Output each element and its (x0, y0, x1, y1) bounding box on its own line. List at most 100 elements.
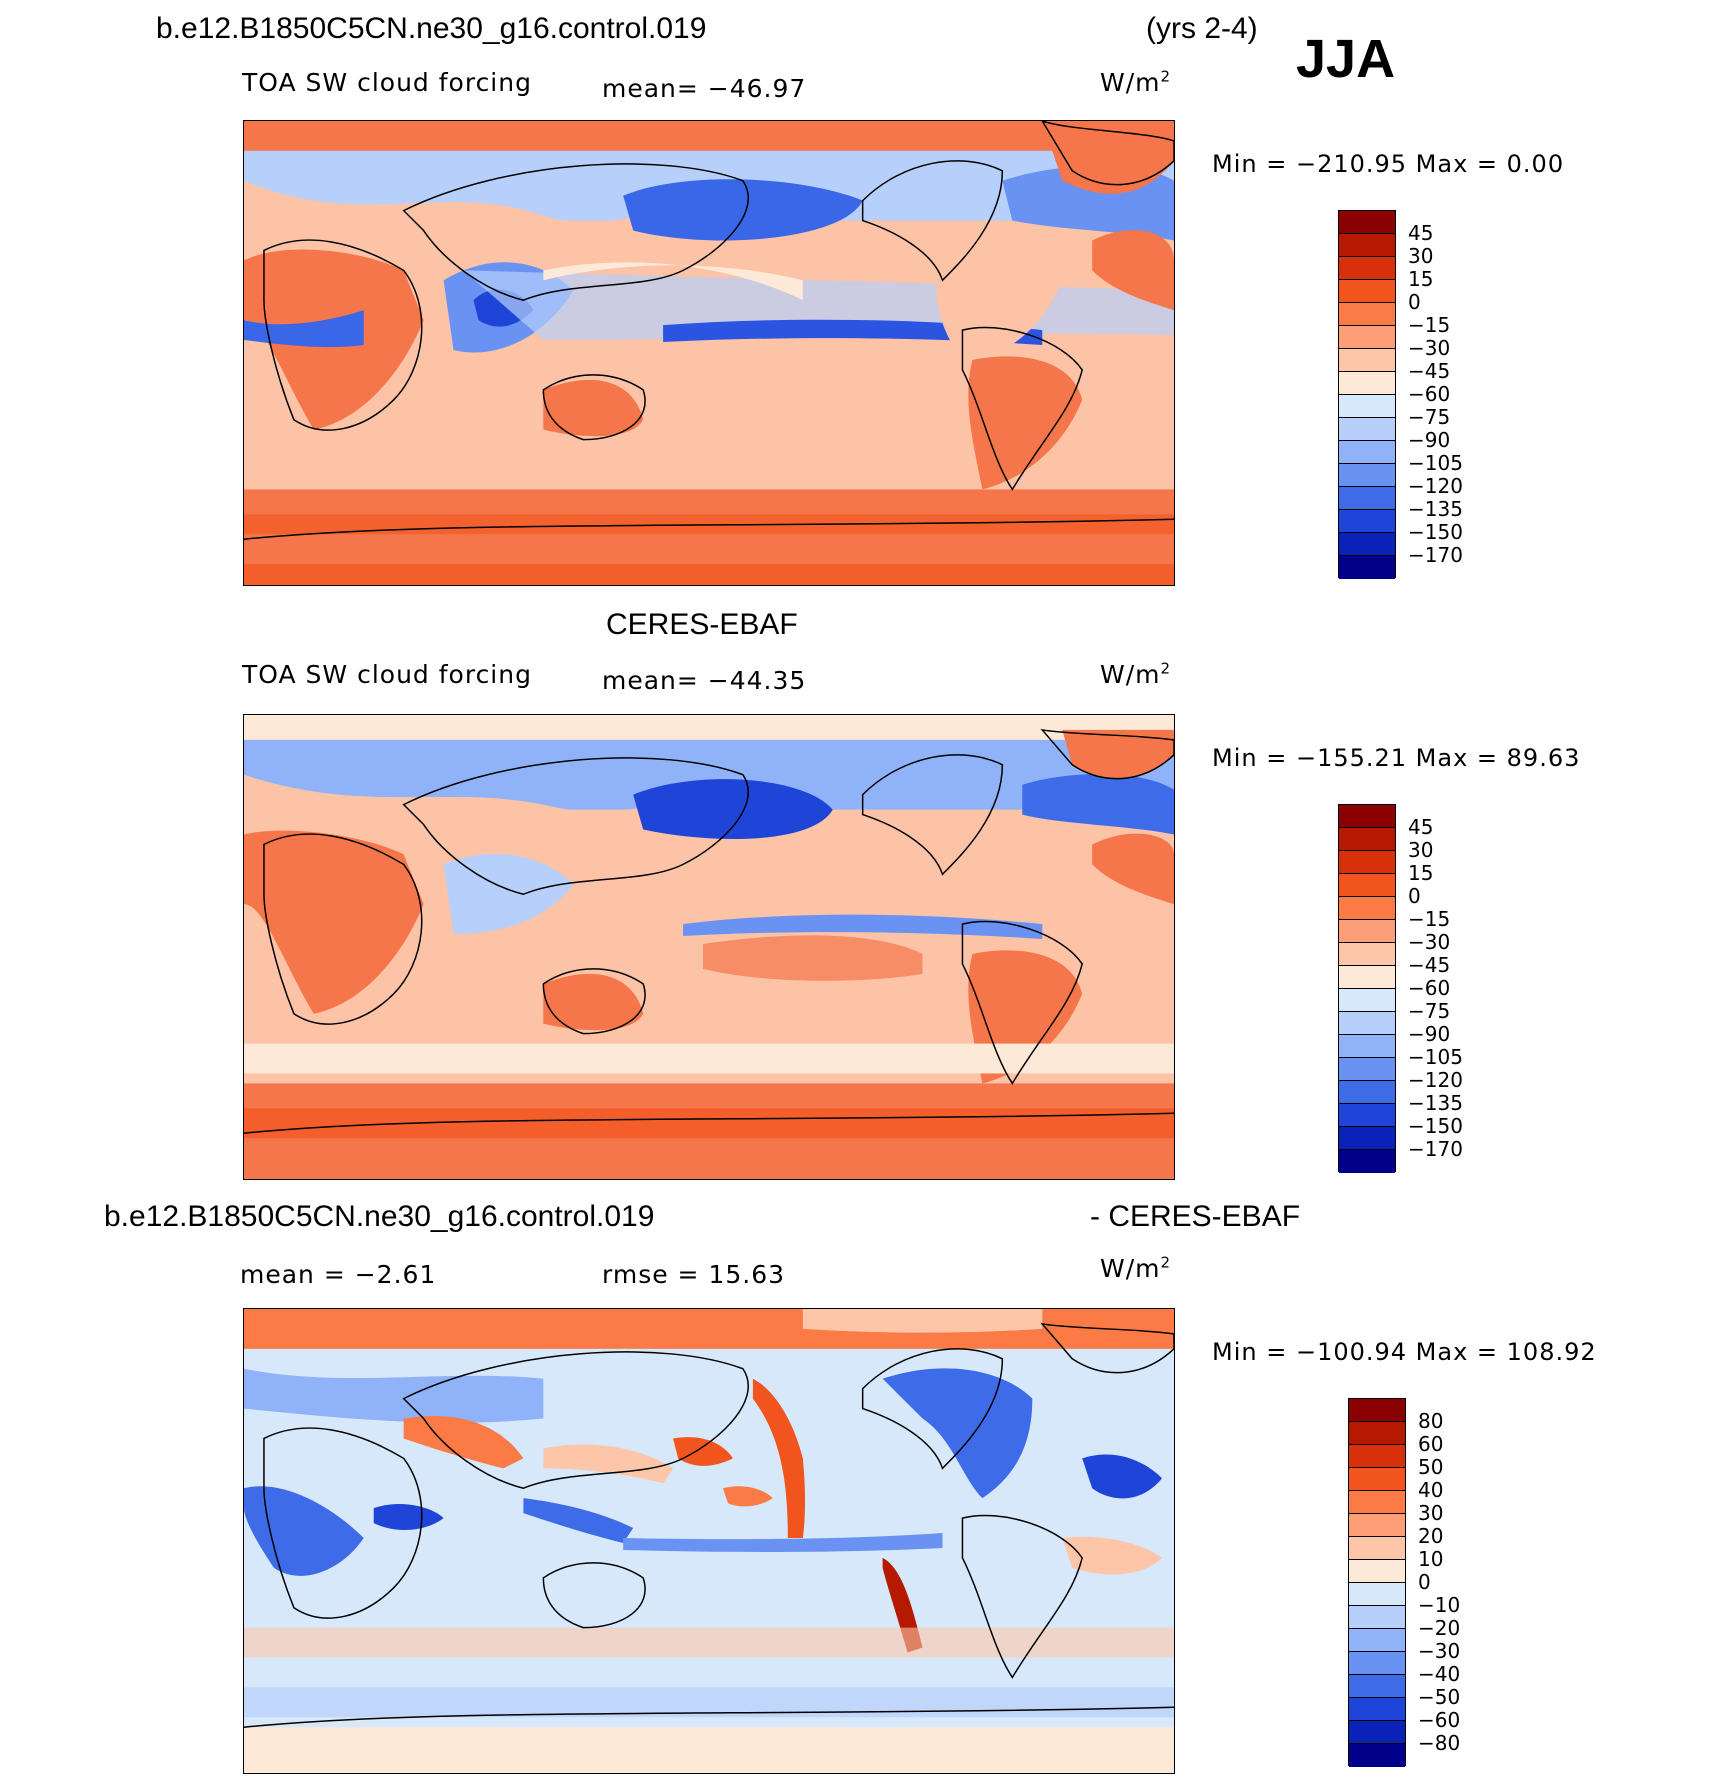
colorbar-swatch (1349, 1744, 1405, 1767)
colorbar-tick-label: −10 (1418, 1593, 1461, 1617)
colorbar-tick-label: 0 (1418, 1570, 1431, 1594)
colorbar-tick-label: 15 (1408, 267, 1434, 291)
diff-title-right: - CERES-EBAF (1090, 1200, 1301, 1233)
colorbar-tick-label: −30 (1408, 930, 1451, 954)
colorbar-tick-label: −170 (1408, 1137, 1463, 1161)
colorbar-tick-label: −50 (1418, 1685, 1461, 1709)
colorbar-swatch (1339, 303, 1395, 326)
colorbar-swatch (1339, 349, 1395, 372)
colorbar-swatch (1349, 1560, 1405, 1583)
map-panel-obs (243, 714, 1175, 1180)
colorbar-swatch (1339, 1012, 1395, 1035)
colorbar-swatch (1339, 418, 1395, 441)
colorbar-swatch (1339, 1081, 1395, 1104)
colorbar-swatch (1339, 372, 1395, 395)
colorbar-swatch (1339, 851, 1395, 874)
colorbar-tick-label: −40 (1418, 1662, 1461, 1686)
colorbar-swatch (1349, 1445, 1405, 1468)
colorbar-swatch (1339, 1127, 1395, 1150)
colorbar-tick-label: −120 (1408, 1068, 1463, 1092)
colorbar-swatch (1349, 1537, 1405, 1560)
colorbar-tick-label: −105 (1408, 1045, 1463, 1069)
colorbar-swatch (1349, 1652, 1405, 1675)
colorbar-tick-label: −45 (1408, 359, 1451, 383)
colorbar-tick-label: −135 (1408, 497, 1463, 521)
colorbar-tick-label: 60 (1418, 1432, 1444, 1456)
colorbar-tick-label: 45 (1408, 815, 1434, 839)
colorbar-swatch (1349, 1422, 1405, 1445)
colorbar-swatch (1339, 234, 1395, 257)
colorbar-tick-label: 15 (1408, 861, 1434, 885)
colorbar-swatch (1339, 805, 1395, 828)
map-field-diff (244, 1309, 1174, 1773)
colorbar-tick-label: −135 (1408, 1091, 1463, 1115)
colorbar-swatch (1339, 464, 1395, 487)
min-max-label-diff: Min = −100.94 Max = 108.92 (1212, 1338, 1597, 1366)
colorbar-swatch (1349, 1698, 1405, 1721)
units-label-diff: W/m2 (1100, 1253, 1172, 1283)
colorbar-swatch (1339, 280, 1395, 303)
colorbar-swatch (1339, 874, 1395, 897)
colorbar-obs (1338, 804, 1396, 1173)
colorbar-tick-label: −150 (1408, 1114, 1463, 1138)
colorbar-tick-label: 0 (1408, 290, 1421, 314)
variable-label-obs: TOA SW cloud forcing (242, 660, 532, 689)
colorbar-tick-label: 40 (1418, 1478, 1444, 1502)
colorbar-tick-label: −30 (1418, 1639, 1461, 1663)
colorbar-swatch (1339, 828, 1395, 851)
map-field-obs (244, 715, 1174, 1179)
colorbar-swatch (1339, 989, 1395, 1012)
map-panel-diff (243, 1308, 1175, 1774)
colorbar-tick-label: −60 (1408, 382, 1451, 406)
colorbar-tick-label: 30 (1408, 244, 1434, 268)
colorbar-diff (1348, 1398, 1406, 1767)
colorbar-swatch (1349, 1721, 1405, 1744)
colorbar-swatch (1339, 1150, 1395, 1173)
years-label: (yrs 2-4) (1146, 12, 1258, 45)
colorbar-swatch (1349, 1629, 1405, 1652)
colorbar-swatch (1349, 1399, 1405, 1422)
rmse-label-diff: rmse = 15.63 (602, 1260, 786, 1289)
colorbar-tick-label: 0 (1408, 884, 1421, 908)
colorbar-swatch (1349, 1583, 1405, 1606)
map-panel-model (243, 120, 1175, 586)
map-field-model (244, 121, 1174, 585)
mean-label-obs: mean= −44.35 (602, 666, 807, 695)
colorbar-swatch (1339, 533, 1395, 556)
season-label: JJA (1296, 29, 1396, 89)
colorbar-tick-label: −105 (1408, 451, 1463, 475)
colorbar-swatch (1349, 1606, 1405, 1629)
colorbar-tick-label: 10 (1418, 1547, 1444, 1571)
colorbar-tick-label: −20 (1418, 1616, 1461, 1640)
colorbar-swatch (1349, 1491, 1405, 1514)
mean-label-model: mean= −46.97 (602, 74, 807, 103)
colorbar-swatch (1339, 966, 1395, 989)
colorbar-swatch (1339, 326, 1395, 349)
colorbar-tick-label: −75 (1408, 999, 1451, 1023)
colorbar-tick-label: −15 (1408, 907, 1451, 931)
colorbar-swatch (1339, 257, 1395, 280)
colorbar-swatch (1339, 1058, 1395, 1081)
colorbar-tick-label: 80 (1418, 1409, 1444, 1433)
colorbar-tick-label: 30 (1408, 838, 1434, 862)
colorbar-tick-label: 45 (1408, 221, 1434, 245)
mean-label-diff: mean = −2.61 (240, 1260, 437, 1289)
colorbar-swatch (1349, 1675, 1405, 1698)
colorbar-swatch (1339, 487, 1395, 510)
colorbar-tick-label: −150 (1408, 520, 1463, 544)
colorbar-swatch (1339, 556, 1395, 579)
colorbar-tick-label: −75 (1408, 405, 1451, 429)
colorbar-swatch (1339, 943, 1395, 966)
colorbar-tick-label: −60 (1418, 1708, 1461, 1732)
colorbar-swatch (1339, 395, 1395, 418)
diff-title-left: b.e12.B1850C5CN.ne30_g16.control.019 (104, 1200, 655, 1233)
colorbar-swatch (1339, 1035, 1395, 1058)
colorbar-tick-label: −120 (1408, 474, 1463, 498)
colorbar-swatch (1339, 441, 1395, 464)
colorbar-swatch (1339, 920, 1395, 943)
units-label-model: W/m2 (1100, 67, 1172, 97)
colorbar-model (1338, 210, 1396, 579)
colorbar-tick-label: 30 (1418, 1501, 1444, 1525)
colorbar-tick-label: 50 (1418, 1455, 1444, 1479)
min-max-label-model: Min = −210.95 Max = 0.00 (1212, 150, 1565, 178)
